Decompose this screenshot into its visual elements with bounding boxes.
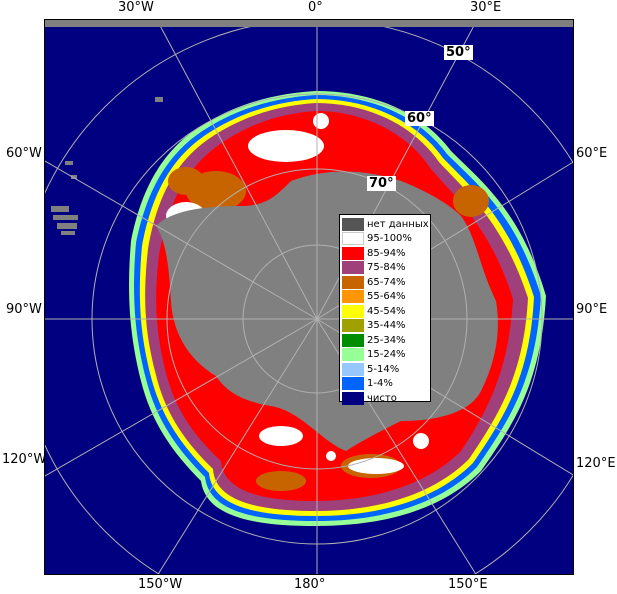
legend-label: 5-14% <box>367 363 400 375</box>
legend-swatch <box>342 377 364 391</box>
lon-label-90w: 90°W <box>6 302 42 317</box>
legend-swatch <box>342 232 364 246</box>
legend-item: нет данных <box>342 217 430 232</box>
legend-swatch <box>342 304 364 318</box>
legend-item: 55-64% <box>342 290 430 305</box>
legend-swatch <box>342 246 364 260</box>
lon-label-150e: 150°E <box>448 577 488 592</box>
legend-label: 55-64% <box>367 291 406 303</box>
legend-item: 35-44% <box>342 319 430 334</box>
legend-label: 25-34% <box>367 334 406 346</box>
lat-label-50: 50° <box>444 45 473 60</box>
sea-ice-map <box>45 20 573 574</box>
legend-label: 15-24% <box>367 349 406 361</box>
lon-label-0: 0° <box>308 0 323 15</box>
no-data-corner <box>45 20 573 27</box>
lon-label-30e: 30°E <box>470 0 502 15</box>
legend-label: 95-100% <box>367 233 412 245</box>
lon-label-30w: 30°W <box>118 0 154 15</box>
lat-label-60: 60° <box>405 111 434 126</box>
lon-label-120e: 120°E <box>576 456 616 471</box>
map-frame <box>44 19 574 575</box>
legend-swatch <box>342 348 364 362</box>
legend-label: 85-94% <box>367 247 406 259</box>
legend-item: 75-84% <box>342 261 430 276</box>
legend-swatch <box>342 217 364 231</box>
legend: нет данных 95-100% 85-94% 75-84% 65-74% 55-64… <box>339 214 431 405</box>
legend-item: 25-34% <box>342 333 430 348</box>
speckle-area <box>51 97 163 235</box>
legend-swatch <box>342 275 364 289</box>
legend-label: 1-4% <box>367 378 393 390</box>
graticule <box>45 20 573 574</box>
legend-label: 75-84% <box>367 262 406 274</box>
lon-label-150w: 150°W <box>138 577 183 592</box>
lon-label-90e: 90°E <box>576 302 608 317</box>
legend-label: 35-44% <box>367 320 406 332</box>
legend-swatch <box>342 261 364 275</box>
legend-label: 65-74% <box>367 276 406 288</box>
legend-item: 15-24% <box>342 348 430 363</box>
legend-item: чисто <box>342 391 430 406</box>
legend-swatch <box>342 319 364 333</box>
legend-swatch <box>342 333 364 347</box>
legend-swatch <box>342 290 364 304</box>
lat-label-70: 70° <box>367 176 396 191</box>
legend-item: 85-94% <box>342 246 430 261</box>
legend-label: чисто <box>367 392 397 404</box>
legend-item: 45-54% <box>342 304 430 319</box>
lon-label-180: 180° <box>294 577 326 592</box>
legend-label: 45-54% <box>367 305 406 317</box>
legend-item: 1-4% <box>342 377 430 392</box>
legend-item: 5-14% <box>342 362 430 377</box>
lon-label-60e: 60°E <box>576 146 608 161</box>
lon-label-60w: 60°W <box>6 146 42 161</box>
legend-item: 95-100% <box>342 232 430 247</box>
lon-label-120w: 120°W <box>2 452 47 467</box>
legend-item: 65-74% <box>342 275 430 290</box>
legend-label: нет данных <box>367 218 429 230</box>
legend-swatch <box>342 362 364 376</box>
legend-swatch <box>342 391 364 405</box>
